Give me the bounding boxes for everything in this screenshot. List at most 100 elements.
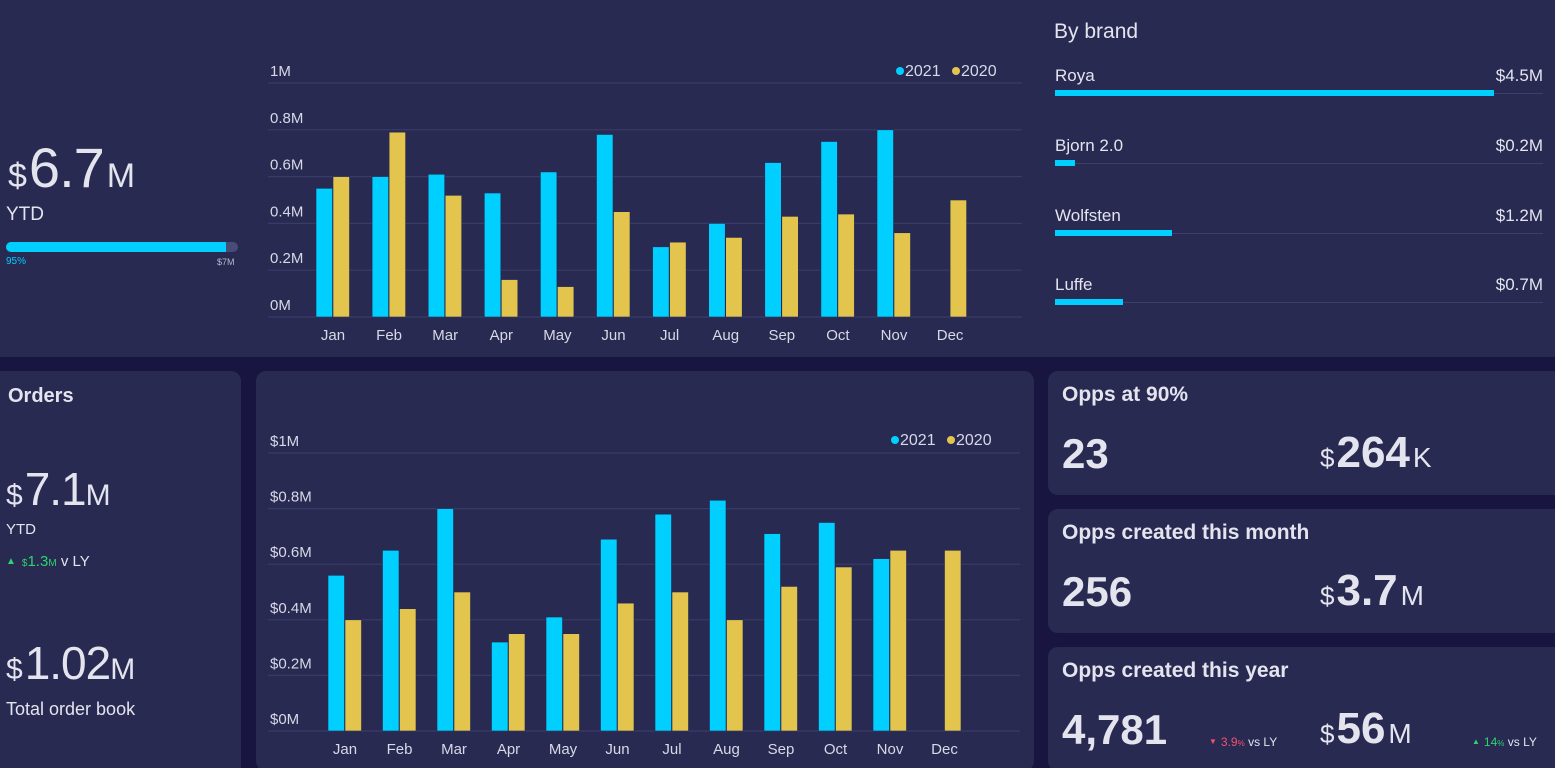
bar-2020-sep (781, 216, 799, 318)
bar-2021-aug (709, 499, 727, 732)
x-tick-label: May (549, 741, 578, 758)
opps-value: $264 K (1320, 431, 1432, 475)
bar-2021-jan (327, 575, 345, 732)
bar-2020-feb (399, 608, 417, 732)
x-tick-label: Sep (768, 741, 795, 758)
opps-count-delta: ▼ 3.9% vs LY (1209, 735, 1277, 749)
count-delta-suffix: vs LY (1248, 735, 1278, 749)
x-tick-label: Mar (441, 741, 467, 758)
bar-2021-sep (764, 162, 782, 318)
revenue-progress-percent: 95% (6, 256, 27, 267)
bar-2021-sep (763, 533, 781, 732)
y-tick-label: $0.6M (270, 544, 312, 561)
order-book-unit: M (110, 653, 136, 686)
bar-2020-jun (617, 602, 635, 732)
bar-2020-dec (949, 199, 967, 318)
brand-name: Wolfsten (1055, 206, 1121, 225)
bar-2021-mar (436, 508, 454, 732)
y-tick-label: $1M (270, 433, 299, 450)
y-tick-label: 0.6M (270, 157, 303, 174)
brand-bar-track (1055, 163, 1543, 164)
bar-2020-jun (613, 211, 631, 318)
orders-card (0, 371, 241, 768)
bar-2021-oct (818, 522, 836, 732)
bar-2021-aug (708, 223, 726, 318)
y-tick-label: 0.2M (270, 250, 303, 267)
revenue-progress-bar (6, 242, 238, 252)
bar-2020-aug (725, 237, 743, 318)
legend-label-2021: 2021 (905, 63, 941, 80)
legend-label-2020: 2020 (961, 63, 997, 80)
y-tick-label: $0.8M (270, 489, 312, 506)
value-delta-unit: % (1497, 739, 1505, 748)
x-tick-label: Feb (387, 741, 413, 758)
bar-2021-may (545, 616, 563, 732)
bar-2020-aug (726, 619, 744, 732)
brand-bar-track (1055, 233, 1543, 234)
x-tick-label: Jul (662, 741, 681, 758)
opps-value-unit: K (1412, 442, 1432, 473)
currency-symbol: $ (8, 157, 27, 195)
currency-symbol: $ (6, 653, 23, 686)
x-tick-label: Aug (712, 327, 739, 344)
legend-label-2021: 2021 (900, 432, 936, 449)
bar-2020-may (562, 633, 580, 732)
bar-2021-jan (315, 188, 333, 318)
bar-2020-mar (453, 591, 471, 732)
revenue-progress-fill (6, 242, 227, 252)
x-tick-label: Nov (877, 741, 904, 758)
brand-name: Roya (1055, 66, 1095, 85)
order-book-value: $1.02M (6, 640, 135, 686)
bar-2020-apr (500, 279, 519, 318)
currency-symbol: $ (21, 558, 28, 569)
orders-ytd-unit: M (85, 479, 111, 512)
brand-value: $4.5M (1495, 66, 1543, 85)
x-tick-label: Aug (713, 741, 740, 758)
opps-card-title: Opps at 90% (1062, 383, 1189, 406)
brand-bar-fill (1055, 299, 1124, 305)
bar-2020-mar (444, 195, 463, 318)
brand-value: $0.7M (1495, 275, 1543, 294)
x-tick-label: Oct (826, 327, 850, 344)
order-book-label: Total order book (6, 699, 136, 719)
orders-ytd-number: 7.1 (24, 463, 87, 515)
orders-delta-suffix: v LY (60, 553, 90, 570)
opps-value: $56 M (1320, 707, 1412, 751)
bar-2021-oct (820, 141, 838, 318)
opps-value-number: 56 (1336, 704, 1386, 753)
arrow-up-icon: ▲ (1472, 737, 1480, 746)
x-tick-label: Sep (768, 327, 795, 344)
x-tick-label: Mar (432, 327, 458, 344)
currency-symbol: $ (1320, 719, 1335, 749)
bar-2020-nov (889, 549, 907, 732)
x-tick-label: Dec (937, 327, 964, 344)
x-tick-label: Jul (660, 327, 679, 344)
revenue-value-number: 6.7 (28, 136, 105, 199)
y-tick-label: 0M (270, 297, 291, 314)
orders-ytd-label: YTD (6, 521, 36, 538)
x-tick-label: May (543, 327, 572, 344)
currency-symbol: $ (1320, 581, 1335, 611)
bar-2020-feb (388, 131, 406, 318)
opps-created-year-card: Opps created this year 4,781 ▼ 3.9% vs LY… (1048, 647, 1555, 768)
legend-dot-2021 (896, 67, 904, 75)
brand-bar-fill (1055, 90, 1495, 96)
opps-created-month-card: Opps created this month 256 $3.7 M (1048, 509, 1555, 633)
by-brand-title: By brand (1054, 20, 1139, 43)
opps-value-number: 3.7 (1336, 566, 1398, 615)
bar-2020-may (557, 286, 575, 318)
legend-label-2020: 2020 (956, 432, 992, 449)
legend-dot-2020 (947, 436, 955, 444)
x-tick-label: Jan (333, 741, 357, 758)
bar-2020-nov (893, 232, 911, 318)
opps-value-unit: M (1388, 718, 1412, 749)
revenue-ytd-label: YTD (6, 204, 44, 225)
value-delta-value: 14 (1483, 735, 1498, 749)
opps-at-90-card: Opps at 90% 23 $264 K (1048, 371, 1555, 495)
y-tick-label: $0.4M (270, 600, 312, 617)
opps-value-delta: ▲ 14% vs LY (1472, 735, 1537, 749)
bar-2021-jul (654, 513, 672, 732)
value-delta-suffix: vs LY (1507, 735, 1537, 749)
x-tick-label: Apr (490, 327, 513, 344)
x-tick-label: Nov (881, 327, 908, 344)
